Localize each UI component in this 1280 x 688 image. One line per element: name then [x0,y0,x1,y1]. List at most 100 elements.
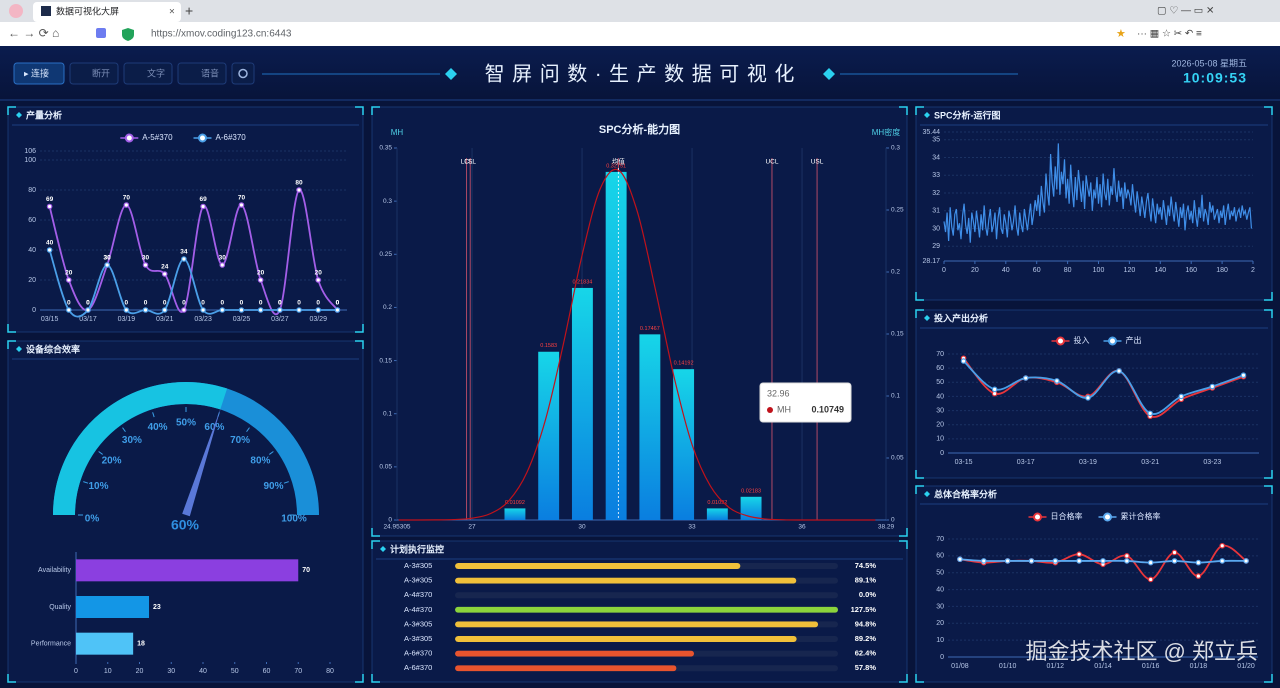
y-tick-label: 31 [932,208,940,215]
point-label: 30 [142,255,150,262]
bar-label: 0.01092 [707,500,727,506]
progress-bar [455,650,694,657]
panel-title: 计划执行监控 [390,543,444,554]
x-tick-label: 01/16 [1142,663,1160,670]
point [1195,573,1202,579]
x-tick-label: 03/15 [41,316,59,323]
panel-corner [915,470,924,479]
point [1240,372,1247,379]
extension-icon[interactable] [96,28,106,38]
x-tick-label: 140 [1154,267,1166,274]
point [1147,559,1154,566]
bookmark-star[interactable]: ★ [1116,28,1126,40]
panel-corner [915,106,924,115]
x-tick-label: 03/19 [118,316,136,323]
legend-marker [1033,512,1042,522]
point [296,187,302,193]
x-tick-label: 03/17 [79,316,97,323]
toolbar-icons[interactable]: ··· ▦ ☆ ✂ ↶ ≡ [1137,29,1202,40]
panel [915,106,1273,301]
legend-marker [1108,336,1117,346]
tab-close[interactable]: × [169,7,175,18]
point [142,262,149,268]
point [1054,378,1060,384]
legend-label: 累计合格率 [1121,511,1161,521]
x-tick-label: 20 [971,267,979,274]
tab-bar [0,0,1280,22]
y-tick-label: 50 [936,379,944,386]
y-tick-label: 60 [28,217,36,224]
panel-corner [371,528,380,537]
point-label: 0 [336,300,340,307]
bar [76,632,134,655]
legend-marker [1103,512,1112,522]
point [46,203,53,210]
settings-button[interactable] [231,62,255,85]
active-tab[interactable] [33,2,181,22]
voice-label: 语音 [201,67,219,78]
panel-corner [915,485,924,494]
point [334,307,341,313]
panel-corner [1264,470,1273,479]
point [1116,368,1122,374]
gauge-tick-label: 0% [85,514,100,525]
x-tick-label: 20 [136,668,144,675]
row-value-label: 89.2% [855,634,877,643]
y-tick-label: 30 [932,225,940,232]
title-diamond [445,68,457,80]
new-tab[interactable]: + [185,3,193,19]
x-tick-label: 30 [578,524,586,531]
point-label: 0 [220,300,224,307]
gauge-tick-label: 20% [102,456,122,467]
point-label: 20 [257,270,265,277]
point [1076,558,1082,564]
legend-label: A-5#370 [142,133,173,142]
panel-title-diamond [924,112,930,118]
x-tick-label: 70 [294,668,302,675]
row-label: A-3#305 [404,619,432,628]
voice-button[interactable] [177,62,227,85]
bar-label: 18 [137,641,145,648]
point-label: 30 [219,255,227,262]
legend-marker [124,133,134,143]
url[interactable]: https://xmov.coding123.cn:6443 [151,29,292,40]
point [1219,542,1226,549]
bar-label: 0.21834 [572,279,592,285]
tooltip-x: 32.96 [767,388,790,398]
gauge-tick-label: 90% [263,481,283,492]
connect-button[interactable] [13,62,65,85]
panel-corner [899,106,908,115]
gauge-tick [122,427,126,432]
point [123,307,130,313]
gauge-tick [269,451,274,455]
watermark: 掘金技术社区 @ 郑立兵 [1025,639,1258,664]
point [1171,558,1178,564]
y-tick-label: 28.17 [922,258,940,265]
point-label: 0 [144,300,148,307]
x-tick-label: 03-21 [1141,459,1159,466]
text-button[interactable] [123,62,173,85]
y-tick-label: 80 [28,187,36,194]
row-label: A-4#370 [404,590,432,599]
disconnect-button[interactable] [69,62,119,85]
window-controls[interactable]: ▢ ♡ — ▭ ✕ [1157,6,1214,17]
point-label: 69 [46,196,54,203]
y2-tick-label: 0.25 [891,207,904,214]
panel-title: 设备综合效率 [26,343,80,354]
progress-track [455,592,838,599]
legend-label: A-6#370 [216,133,247,142]
panel-corner [915,309,924,318]
y2-tick-label: 0.2 [891,269,900,276]
panel-corner [355,340,364,349]
point [200,307,206,313]
point-label: 0 [316,300,320,307]
bar-label: 0.17467 [640,326,660,332]
profile-icon[interactable] [9,4,23,18]
nav-buttons[interactable]: ← → ⟳ ⌂ [8,26,59,40]
y-tick-label: 0.25 [379,251,392,258]
panel-corner [371,674,380,683]
y-tick-label: 0.05 [379,464,392,471]
x-tick-label: 03-15 [955,459,973,466]
bar [639,334,661,520]
y-tick-label: 30 [936,407,944,414]
